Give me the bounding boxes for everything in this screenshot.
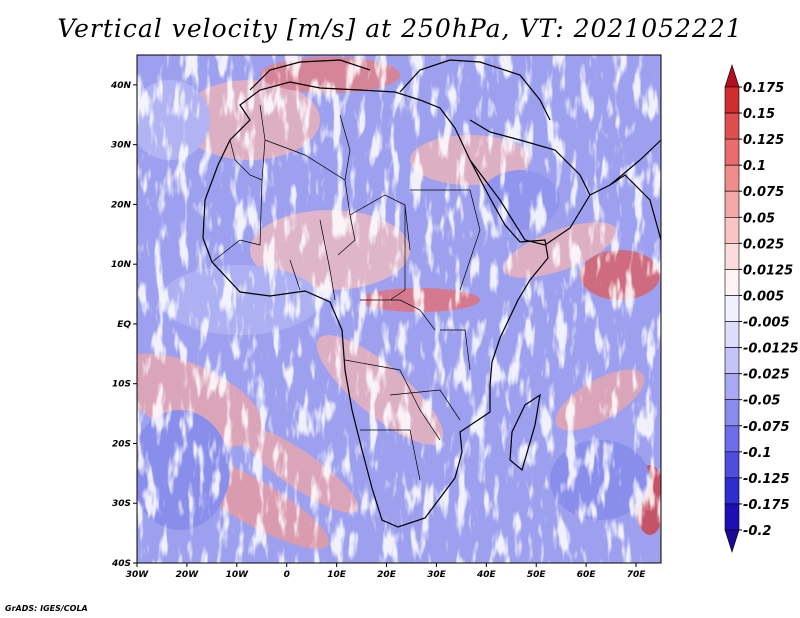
colorbar-swatch xyxy=(724,269,740,296)
colorbar-swatch xyxy=(724,216,740,244)
colorbar-swatch xyxy=(724,477,740,505)
colorbar-label: 0.05 xyxy=(743,211,775,226)
colorbar-label: -0.005 xyxy=(743,316,790,331)
lat-axis: 40N 30N 20N 10N EQ 10S 20S 30S 40S xyxy=(110,81,137,569)
colorbar-swatch xyxy=(724,373,740,401)
lon-tick-label: 40E xyxy=(476,570,497,580)
lon-tick-label: 60E xyxy=(577,570,597,580)
lon-tick-label: 50E xyxy=(527,570,547,580)
colorbar-label: -0.025 xyxy=(743,368,790,383)
colorbar-label: -0.075 xyxy=(743,420,790,435)
colorbar-label: 0.1 xyxy=(743,159,766,174)
colorbar-label: 0.15 xyxy=(743,107,775,122)
colorbar-label: 0.075 xyxy=(743,185,784,200)
colorbar-swatch xyxy=(724,451,740,479)
lat-tick-label: 30S xyxy=(112,499,131,509)
lon-tick-label: 20W xyxy=(176,570,200,580)
lon-tick-label: 10E xyxy=(327,570,347,580)
lat-tick-label: 10N xyxy=(111,260,132,270)
country-borders xyxy=(211,104,481,481)
lon-tick-label: 30W xyxy=(126,570,150,580)
colorbar-swatch xyxy=(724,138,740,166)
colorbar-label: -0.05 xyxy=(743,394,780,409)
lat-tick-label: EQ xyxy=(117,320,131,330)
colorbar-swatch xyxy=(724,321,740,348)
colorbar-swatch xyxy=(724,86,740,114)
colorbar-swatch xyxy=(724,399,740,427)
lat-tick-label: 10S xyxy=(112,380,131,390)
colorbar-label: -0.2 xyxy=(743,524,771,539)
colorbar-swatch xyxy=(724,295,740,322)
colorbar-label: 0.0125 xyxy=(743,263,793,278)
lat-tick-label: 20N xyxy=(111,200,132,210)
colorbar-swatch xyxy=(724,112,740,140)
software-credit: GrADS: IGES/COLA xyxy=(5,604,88,613)
lon-tick-label: 0 xyxy=(284,570,290,580)
lat-tick-label: 40N xyxy=(110,81,132,91)
lat-tick-label: 30N xyxy=(111,141,132,151)
colorbar-label: 0.125 xyxy=(743,133,784,148)
colorbar-label: -0.1 xyxy=(743,446,771,461)
colorbar-label: -0.0125 xyxy=(743,342,799,357)
colorbar-swatch xyxy=(724,243,740,270)
frame xyxy=(136,54,662,564)
colorbar-label: 0.175 xyxy=(743,81,784,96)
lon-tick-label: 20E xyxy=(377,570,397,580)
lat-tick-label: 40S xyxy=(111,559,131,569)
map-title: Vertical velocity [m/s] at 250hPa, VT: 2… xyxy=(57,14,743,43)
lat-tick-label: 20S xyxy=(112,439,131,449)
colorbar-label: -0.175 xyxy=(743,498,790,513)
colorbar-swatch xyxy=(724,425,740,453)
coastlines xyxy=(202,59,662,528)
colorbar-label: -0.125 xyxy=(743,472,790,487)
colorbar-swatch xyxy=(724,503,740,531)
lon-tick-label: 10W xyxy=(226,570,250,580)
colorbar-swatch xyxy=(724,190,740,218)
lon-tick-label: 70E xyxy=(627,570,647,580)
velocity-field xyxy=(137,55,661,563)
colorbar-label: 0.005 xyxy=(743,289,784,304)
lon-tick-label: 30E xyxy=(427,570,447,580)
colorbar-swatch xyxy=(724,164,740,192)
colorbar: 0.175 0.15 0.125 0.1 0.075 0.05 0.025 0.0125 0.0… xyxy=(724,64,799,553)
colorbar-swatch xyxy=(724,529,740,553)
colorbar-swatch xyxy=(724,347,740,374)
colorbar-label: 0.025 xyxy=(743,237,784,252)
colorbar-swatch xyxy=(724,64,740,88)
lon-axis: 30W 20W 10W 0 10E 20E 30E 40E 50E 60E 70E xyxy=(126,563,646,580)
